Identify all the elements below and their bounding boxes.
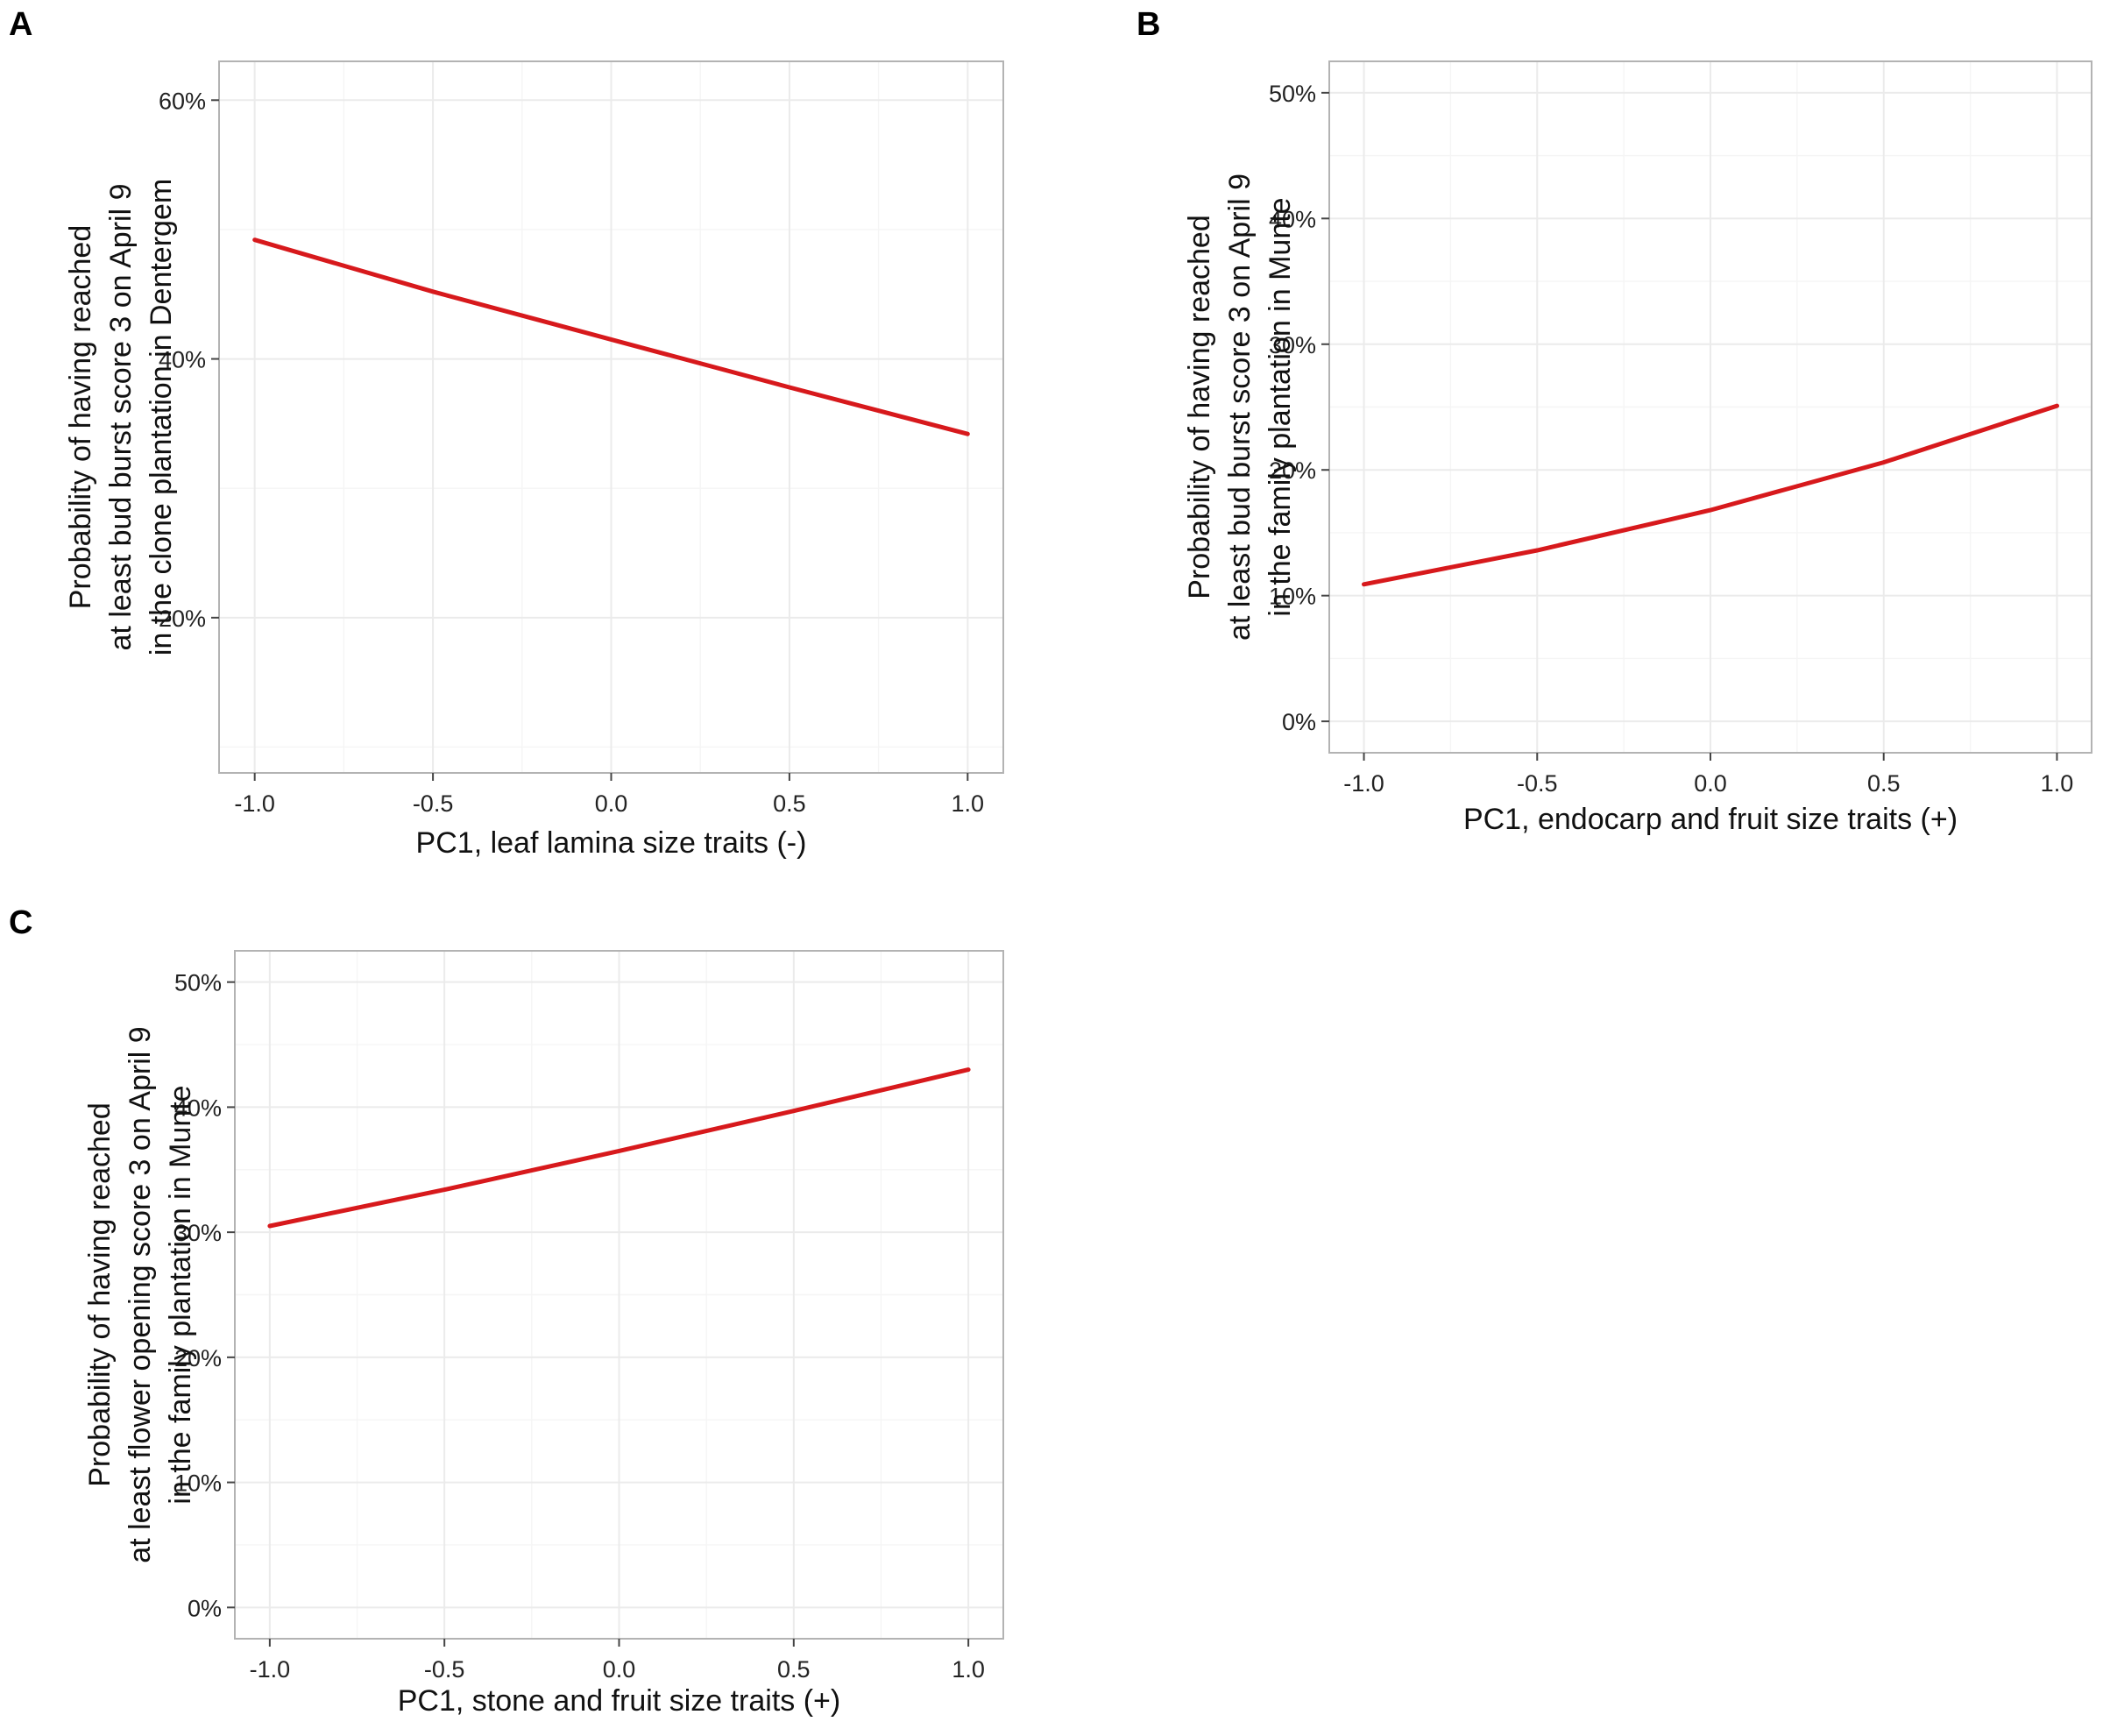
panel-c-x-tick-label: 0.5 — [777, 1656, 811, 1683]
panel-a-y-tick-label: 60% — [159, 88, 206, 114]
panel-a-y-tick-label: 20% — [159, 606, 206, 632]
panel-c-y-tick-label: 10% — [174, 1470, 222, 1497]
panel-b-y-tick-label: 30% — [1269, 332, 1316, 358]
panel-a-y-axis-title-line: at least bud burst score 3 on April 9 — [104, 184, 138, 651]
panel-a-x-tick-label: -0.5 — [413, 790, 454, 817]
panel-c-x-tick-label: -1.0 — [250, 1656, 291, 1683]
panel-b-y-tick-label: 40% — [1269, 206, 1316, 232]
panel-b-y-tick-label: 10% — [1269, 584, 1316, 610]
panel-a-letter: A — [9, 6, 32, 43]
panel-c-y-tick-label: 20% — [174, 1345, 222, 1371]
panel-c-y-tick-label: 0% — [188, 1595, 222, 1621]
panel-a-series-line — [252, 237, 970, 436]
panel-a: A -1.0 -0.5 0.0 0.5 1.0 20% 40% 60% PC1, leaf lam… — [9, 6, 1004, 860]
panel-b-y-tick-label: 50% — [1269, 81, 1316, 107]
panel-a-x-tick-label: 0.5 — [773, 790, 806, 817]
panel-b-y-tick-label: 20% — [1269, 457, 1316, 484]
panel-b-y-tick-label: 0% — [1282, 709, 1316, 735]
panel-b-x-tick-label: -1.0 — [1343, 770, 1384, 797]
panel-b-series-line — [1362, 403, 2059, 587]
panel-a-y-axis-title-line: in the clone plantation in Dentergem — [145, 179, 178, 655]
panel-a-x-tick-label: 1.0 — [952, 790, 985, 817]
panel-a-x-tick-label: -1.0 — [234, 790, 275, 817]
panel-c-letter: C — [9, 904, 32, 941]
panel-b-letter: B — [1136, 6, 1160, 43]
panel-c-y-tick-label: 40% — [174, 1095, 222, 1121]
panel-c: C -1.0 -0.5 0.0 0.5 1.0 0% 10% 20% 30% 40% 50% PC1, … — [9, 904, 1004, 1718]
panel-b-x-tick-label: -0.5 — [1517, 770, 1558, 797]
panel-c-x-tick-label: 0.0 — [603, 1656, 636, 1683]
panel-b-y-axis-title-line: Probability of having reached — [1183, 215, 1216, 599]
panel-c-series-line — [267, 1067, 971, 1229]
panel-a-x-axis-title: PC1, leaf lamina size traits (-) — [416, 826, 807, 860]
panel-c-x-tick-label: -0.5 — [424, 1656, 465, 1683]
panel-c-x-tick-label: 1.0 — [952, 1656, 985, 1683]
panel-c-y-axis-title-line: in the family plantation in Munte — [164, 1085, 197, 1504]
panel-a-y-tick-label: 40% — [159, 347, 206, 373]
panel-c-y-axis-title-line: at least flower opening score 3 on April… — [124, 1026, 157, 1562]
panel-b-y-axis-title: Probability of having reached at least bu… — [1183, 174, 1297, 641]
panel-c-y-tick-label: 30% — [174, 1220, 222, 1246]
panel-b: B -1.0 -0.5 0.0 0.5 1.0 0% 10% 20% 30% 40% 50% PC1, … — [1136, 6, 2092, 836]
panel-b-x-axis-title: PC1, endocarp and fruit size traits (+) — [1463, 803, 1958, 836]
panel-a-y-axis-title: Probability of having reached at least bu… — [64, 179, 178, 655]
panel-b-y-axis-title-line: in the family plantation in Munte — [1264, 197, 1297, 616]
panel-b-x-tick-label: 0.5 — [1867, 770, 1901, 797]
panel-b-x-tick-label: 1.0 — [2041, 770, 2074, 797]
panel-b-y-axis-title-line: at least bud burst score 3 on April 9 — [1223, 174, 1257, 641]
panel-a-y-axis-title-line: Probability of having reached — [64, 225, 97, 610]
panel-c-x-axis-title: PC1, stone and fruit size traits (+) — [398, 1684, 840, 1718]
panel-c-y-axis-title-line: Probability of having reached — [83, 1102, 117, 1487]
panel-c-y-axis-title: Probability of having reached at least fl… — [83, 1026, 197, 1562]
panel-c-y-tick-label: 50% — [174, 970, 222, 996]
panel-b-x-tick-label: 0.0 — [1694, 770, 1727, 797]
panel-a-x-tick-label: 0.0 — [595, 790, 628, 817]
